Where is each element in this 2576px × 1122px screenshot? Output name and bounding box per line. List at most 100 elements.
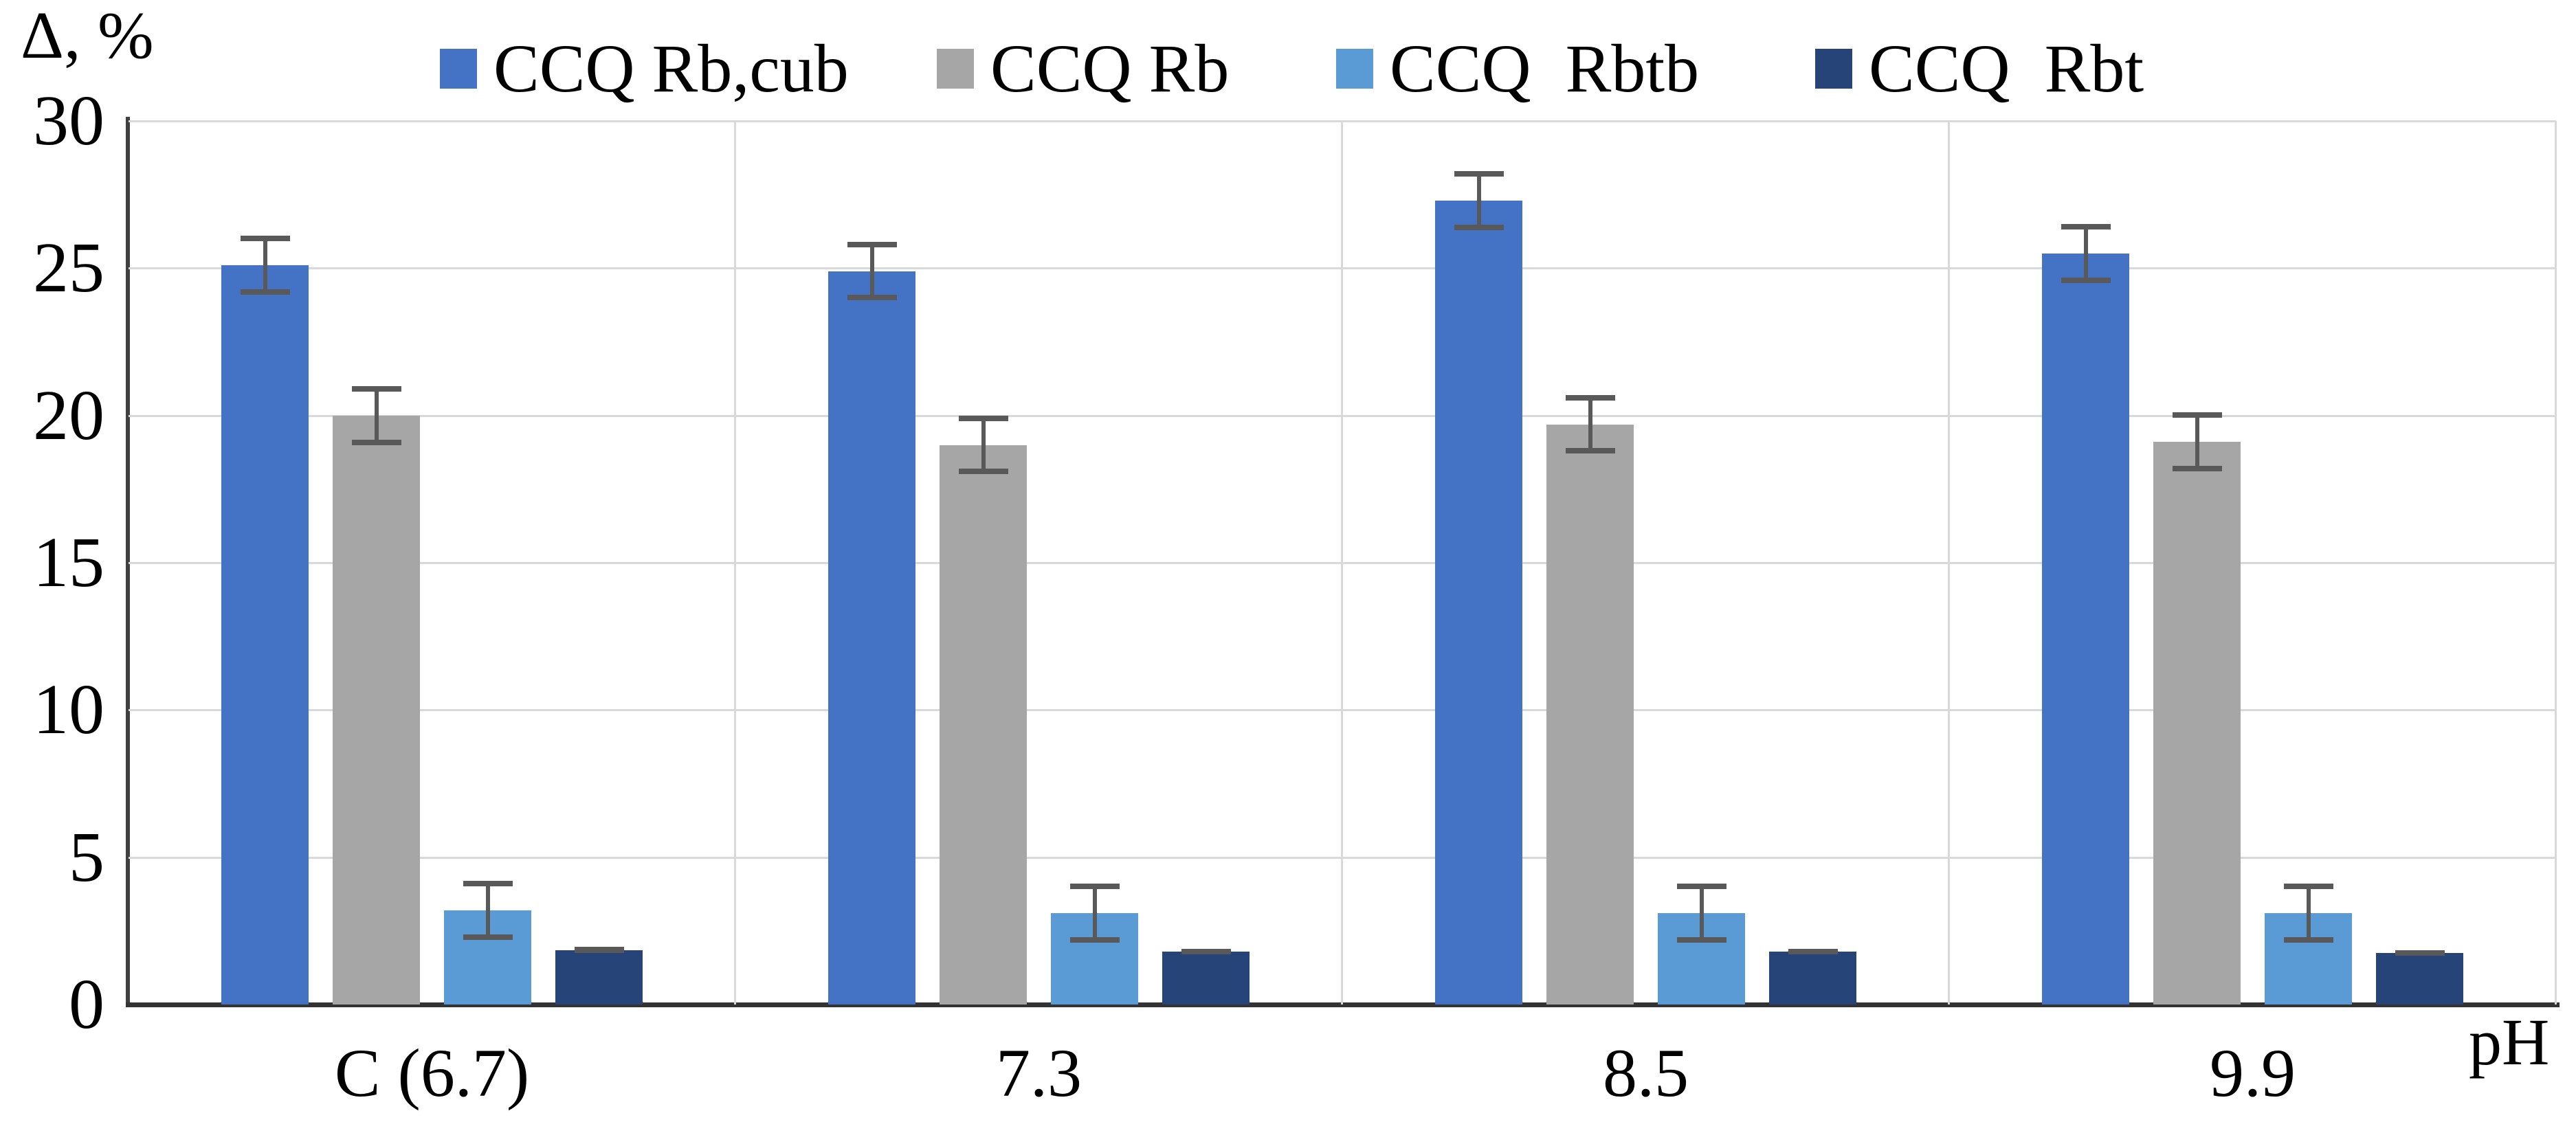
legend-swatch-icon	[440, 49, 477, 89]
legend-swatch-icon	[1336, 49, 1373, 89]
error-whisker	[1699, 884, 1704, 943]
bar-series1-group2	[828, 271, 915, 1005]
error-cap	[463, 880, 513, 886]
error-cap	[574, 947, 624, 953]
x-axis-title: pH	[2469, 1005, 2550, 1079]
y-axis-title: Δ, %	[21, 0, 154, 73]
error-whisker	[1092, 884, 1097, 943]
error-bar-series2-group1	[351, 385, 401, 445]
error-cap	[847, 241, 897, 247]
bar-series1-group3	[1435, 200, 1522, 1005]
bar-series1-group1	[221, 265, 309, 1005]
error-cap	[958, 469, 1008, 475]
error-cap	[1069, 936, 1120, 943]
x-axis-line	[126, 1002, 2560, 1007]
y-tick-label-5: 5	[69, 817, 104, 897]
y-tick-label-15: 15	[33, 523, 104, 602]
error-cap	[1676, 936, 1726, 943]
error-cap	[1788, 949, 1838, 955]
error-whisker	[2306, 884, 2311, 943]
error-cap	[2172, 412, 2222, 418]
error-whisker	[981, 415, 986, 475]
legend-item-4: CCQ Rbt	[1815, 27, 2144, 110]
y-tick-label-30: 30	[33, 81, 104, 160]
legend-swatch-icon	[1815, 49, 1852, 89]
error-whisker	[263, 236, 267, 295]
x-tick-label-4: 9.9	[2210, 1035, 2296, 1111]
bar-series1-group4	[2042, 253, 2129, 1005]
error-bar-series3-group2	[1069, 884, 1120, 943]
error-bar-series3-group3	[1676, 884, 1726, 943]
legend-label: CCQ Rbtb	[1390, 30, 1700, 106]
y-tick-label-20: 20	[33, 375, 104, 455]
error-whisker	[2083, 224, 2088, 283]
gridline-x-3	[1948, 121, 1950, 1005]
gridline-x-2	[1341, 121, 1343, 1005]
legend-item-2: CCQ Rb	[937, 27, 1229, 110]
bar-series2-group3	[1546, 424, 1634, 1005]
error-bar-series4-group2	[1181, 948, 1231, 955]
legend-label: CCQ Rb	[990, 30, 1230, 106]
error-bar-series2-group2	[958, 415, 1008, 475]
legend: CCQ Rb,cub CCQ Rb CCQ Rbtb CCQ Rbt	[0, 27, 2576, 110]
bar-series4-group1	[555, 950, 643, 1005]
error-cap	[1069, 884, 1120, 890]
error-whisker	[2195, 412, 2199, 472]
bar-series2-group1	[333, 415, 420, 1005]
error-cap	[847, 295, 897, 301]
error-bar-series3-group1	[463, 880, 513, 940]
error-bar-series1-group4	[2061, 224, 2111, 283]
error-whisker	[869, 241, 874, 301]
error-cap	[463, 934, 513, 940]
bar-series4-group3	[1769, 951, 1856, 1005]
error-cap	[1454, 170, 1504, 177]
error-cap	[1565, 394, 1615, 401]
error-whisker	[485, 880, 490, 940]
error-whisker	[1476, 170, 1481, 230]
error-bar-series4-group4	[2395, 950, 2445, 956]
y-tick-label-10: 10	[33, 670, 104, 750]
error-whisker	[374, 385, 379, 445]
bar-series4-group4	[2376, 952, 2463, 1005]
legend-item-3: CCQ Rbtb	[1336, 27, 1699, 110]
bar-series2-group4	[2153, 442, 2241, 1005]
error-bar-series4-group3	[1788, 948, 1838, 955]
legend-label: CCQ Rbt	[1869, 30, 2144, 106]
bar-series4-group2	[1162, 951, 1250, 1005]
error-bar-series1-group1	[240, 236, 290, 295]
plot-area	[129, 120, 2557, 1005]
error-cap	[240, 289, 290, 295]
error-cap	[240, 236, 290, 242]
error-cap	[2061, 224, 2111, 230]
error-whisker	[1588, 394, 1592, 454]
legend-label: CCQ Rb,cub	[493, 30, 849, 106]
error-cap	[2395, 950, 2445, 956]
error-cap	[2172, 466, 2222, 472]
error-cap	[1565, 448, 1615, 454]
error-cap	[1181, 949, 1231, 955]
error-bar-series1-group2	[847, 241, 897, 301]
error-bar-series4-group1	[574, 947, 624, 953]
x-tick-label-3: 8.5	[1603, 1035, 1689, 1111]
error-cap	[1676, 884, 1726, 890]
gridline-x-1	[734, 121, 736, 1005]
legend-item-1: CCQ Rb,cub	[440, 27, 849, 110]
bar-series2-group2	[940, 445, 1027, 1005]
error-cap	[958, 415, 1008, 421]
error-cap	[2283, 884, 2333, 890]
error-bar-series1-group3	[1454, 170, 1504, 230]
error-cap	[351, 385, 401, 392]
legend-swatch-icon	[937, 49, 974, 89]
gridline-x-4	[2555, 121, 2557, 1005]
error-bar-series2-group3	[1565, 394, 1615, 454]
x-tick-label-2: 7.3	[996, 1035, 1082, 1111]
x-tick-label-1: C (6.7)	[334, 1035, 530, 1111]
error-cap	[1454, 224, 1504, 230]
error-bar-series3-group4	[2283, 884, 2333, 943]
error-cap	[2283, 936, 2333, 943]
y-tick-label-25: 25	[33, 228, 104, 308]
y-axis-line	[126, 117, 130, 1007]
y-tick-label-0: 0	[69, 965, 104, 1044]
error-cap	[2061, 277, 2111, 283]
